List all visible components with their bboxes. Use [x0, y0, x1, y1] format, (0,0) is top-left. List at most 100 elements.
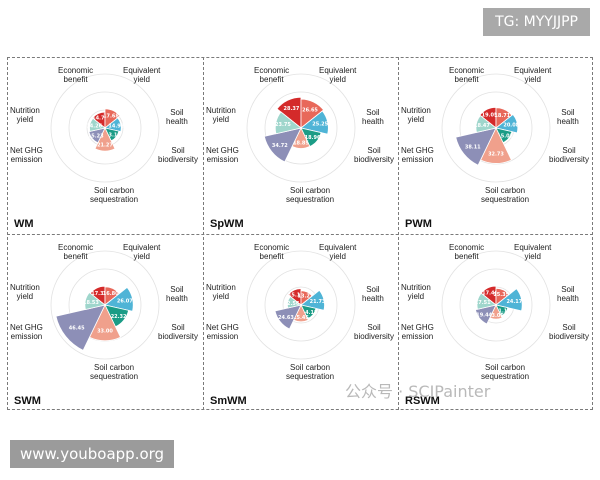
- divider: [7, 234, 593, 235]
- rose-slice-nutrition: [274, 111, 302, 135]
- grid-circle: [50, 73, 160, 183]
- grid-circle: [441, 73, 551, 183]
- rose-slice-nutrition: [89, 117, 106, 132]
- slice-value-label: 32.73: [488, 152, 504, 158]
- slice-value-label: 24.63: [278, 315, 294, 321]
- slice-value-label: 14.71: [92, 116, 108, 122]
- slice-value-label: 15.23: [88, 133, 104, 139]
- axis-label-soil_health: Soil health: [557, 108, 579, 126]
- slice-value-label: 18.85: [293, 141, 309, 147]
- rose-slice-equivalent: [104, 108, 121, 129]
- slice-value-label: 13.05: [488, 313, 504, 319]
- axis-label-soil_carbon: Soil carbon sequestration: [481, 186, 530, 204]
- axis-label-economic: Economic benefit: [58, 243, 94, 261]
- rose-slice-soil_health: [104, 117, 122, 133]
- axis-label-soil_health: Soil health: [557, 285, 579, 303]
- slice-value-label: 21.73: [310, 299, 326, 305]
- slice-value-label: 15.15: [288, 292, 304, 298]
- axis-label-soil_health: Soil health: [166, 108, 188, 126]
- axis-label-nutrition: Nutrition yield: [401, 283, 431, 301]
- axis-label-equivalent: Equivalent yield: [123, 66, 161, 84]
- rose-chart-panel: 17.46 15.35 24.17 11.16 13.05 19.44 17.51 Econo…: [399, 235, 594, 411]
- axis-label-nutrition: Nutrition yield: [206, 283, 236, 301]
- axis-label-net_ghg: Net GHG emission: [206, 146, 239, 164]
- panel-title: PWM: [405, 218, 432, 230]
- axis-label-soil_carbon: Soil carbon sequestration: [286, 363, 335, 381]
- panel-title: SmWM: [210, 395, 247, 407]
- rose-chart-panel: 28.37 26.65 25.25 18.96 18.85 34.72 23.75 Econo…: [204, 58, 399, 234]
- rose-slice-nutrition: [475, 114, 497, 133]
- slice-value-label: 13.12: [105, 132, 121, 138]
- rose-slice-economic: [287, 288, 302, 306]
- site-badge: www.youboapp.org: [10, 440, 175, 468]
- slice-value-label: 14.26: [86, 124, 102, 130]
- slice-value-label: 11.16: [495, 308, 511, 314]
- axis-label-soil_biodiversity: Soil biodiversity: [354, 146, 395, 164]
- axis-label-nutrition: Nutrition yield: [10, 106, 40, 124]
- axis-label-net_ghg: Net GHG emission: [10, 146, 43, 164]
- grid-circle: [264, 91, 338, 165]
- rose-slice-nutrition: [476, 292, 497, 310]
- rose-slice-soil_carbon: [94, 127, 116, 152]
- tg-badge: TG: MYYJJPP: [483, 8, 590, 36]
- rose-slice-soil_health: [300, 110, 329, 135]
- axis-label-equivalent: Equivalent yield: [319, 243, 357, 261]
- grid-circle: [50, 250, 160, 360]
- slice-value-label: 26.65: [302, 107, 318, 113]
- slice-value-label: 15.45: [293, 315, 309, 321]
- panel-title: SWM: [14, 395, 41, 407]
- rose-slice-soil_health: [495, 288, 523, 312]
- slice-value-label: 38.11: [465, 145, 481, 151]
- rose-chart-panel: 15.15 13.22 21.73 14.15 15.45 24.63 12.56 Econo…: [204, 235, 399, 411]
- axis-label-soil_biodiversity: Soil biodiversity: [549, 146, 590, 164]
- slice-value-label: 19.44: [476, 312, 492, 318]
- axis-label-economic: Economic benefit: [254, 243, 290, 261]
- grid-circle: [441, 250, 551, 360]
- axis-label-equivalent: Equivalent yield: [319, 66, 357, 84]
- rose-slice-nutrition: [84, 291, 106, 310]
- slice-value-label: 17.51: [475, 300, 491, 306]
- grid-circle: [264, 268, 338, 342]
- axis-label-soil_biodiversity: Soil biodiversity: [158, 323, 199, 341]
- slice-value-label: 22.32: [111, 314, 127, 320]
- axis-label-equivalent: Equivalent yield: [514, 243, 552, 261]
- rose-slice-net_ghg: [88, 127, 106, 144]
- slice-value-label: 24.17: [506, 299, 522, 305]
- axis-label-soil_biodiversity: Soil biodiversity: [158, 146, 199, 164]
- slice-value-label: 16.80: [103, 291, 119, 297]
- axis-label-soil_carbon: Soil carbon sequestration: [90, 186, 139, 204]
- slice-value-label: 17.46: [482, 291, 498, 297]
- panel-title: SpWM: [210, 218, 244, 230]
- slice-value-label: 14.15: [302, 310, 318, 316]
- rose-slice-net_ghg: [263, 127, 302, 163]
- rose-slice-equivalent: [300, 98, 325, 129]
- slice-value-label: 12.56: [284, 301, 300, 307]
- panel-title: WM: [14, 218, 34, 230]
- rose-slice-soil_health: [104, 286, 134, 312]
- grid-circle: [459, 268, 533, 342]
- axis-label-net_ghg: Net GHG emission: [401, 146, 434, 164]
- axis-label-soil_biodiversity: Soil biodiversity: [354, 323, 395, 341]
- axis-label-net_ghg: Net GHG emission: [206, 323, 239, 341]
- slice-value-label: 17.68: [103, 114, 119, 120]
- rose-slice-soil_health: [300, 289, 325, 311]
- slice-value-label: 21.27: [97, 143, 113, 149]
- grid-circle: [246, 250, 356, 360]
- axis-label-economic: Economic benefit: [449, 243, 485, 261]
- slice-value-label: 15.02: [497, 133, 513, 139]
- slice-value-label: 15.35: [493, 292, 509, 298]
- slice-value-label: 26.07: [117, 298, 133, 304]
- slice-value-label: 46.45: [69, 326, 85, 332]
- rose-slice-net_ghg: [455, 127, 497, 166]
- panel-title: RSWM: [405, 395, 440, 407]
- rose-slice-net_ghg: [474, 304, 497, 325]
- axis-label-soil_health: Soil health: [362, 285, 384, 303]
- axis-label-economic: Economic benefit: [58, 66, 94, 84]
- slice-value-label: 33.00: [97, 329, 113, 335]
- axis-label-nutrition: Nutrition yield: [206, 106, 236, 124]
